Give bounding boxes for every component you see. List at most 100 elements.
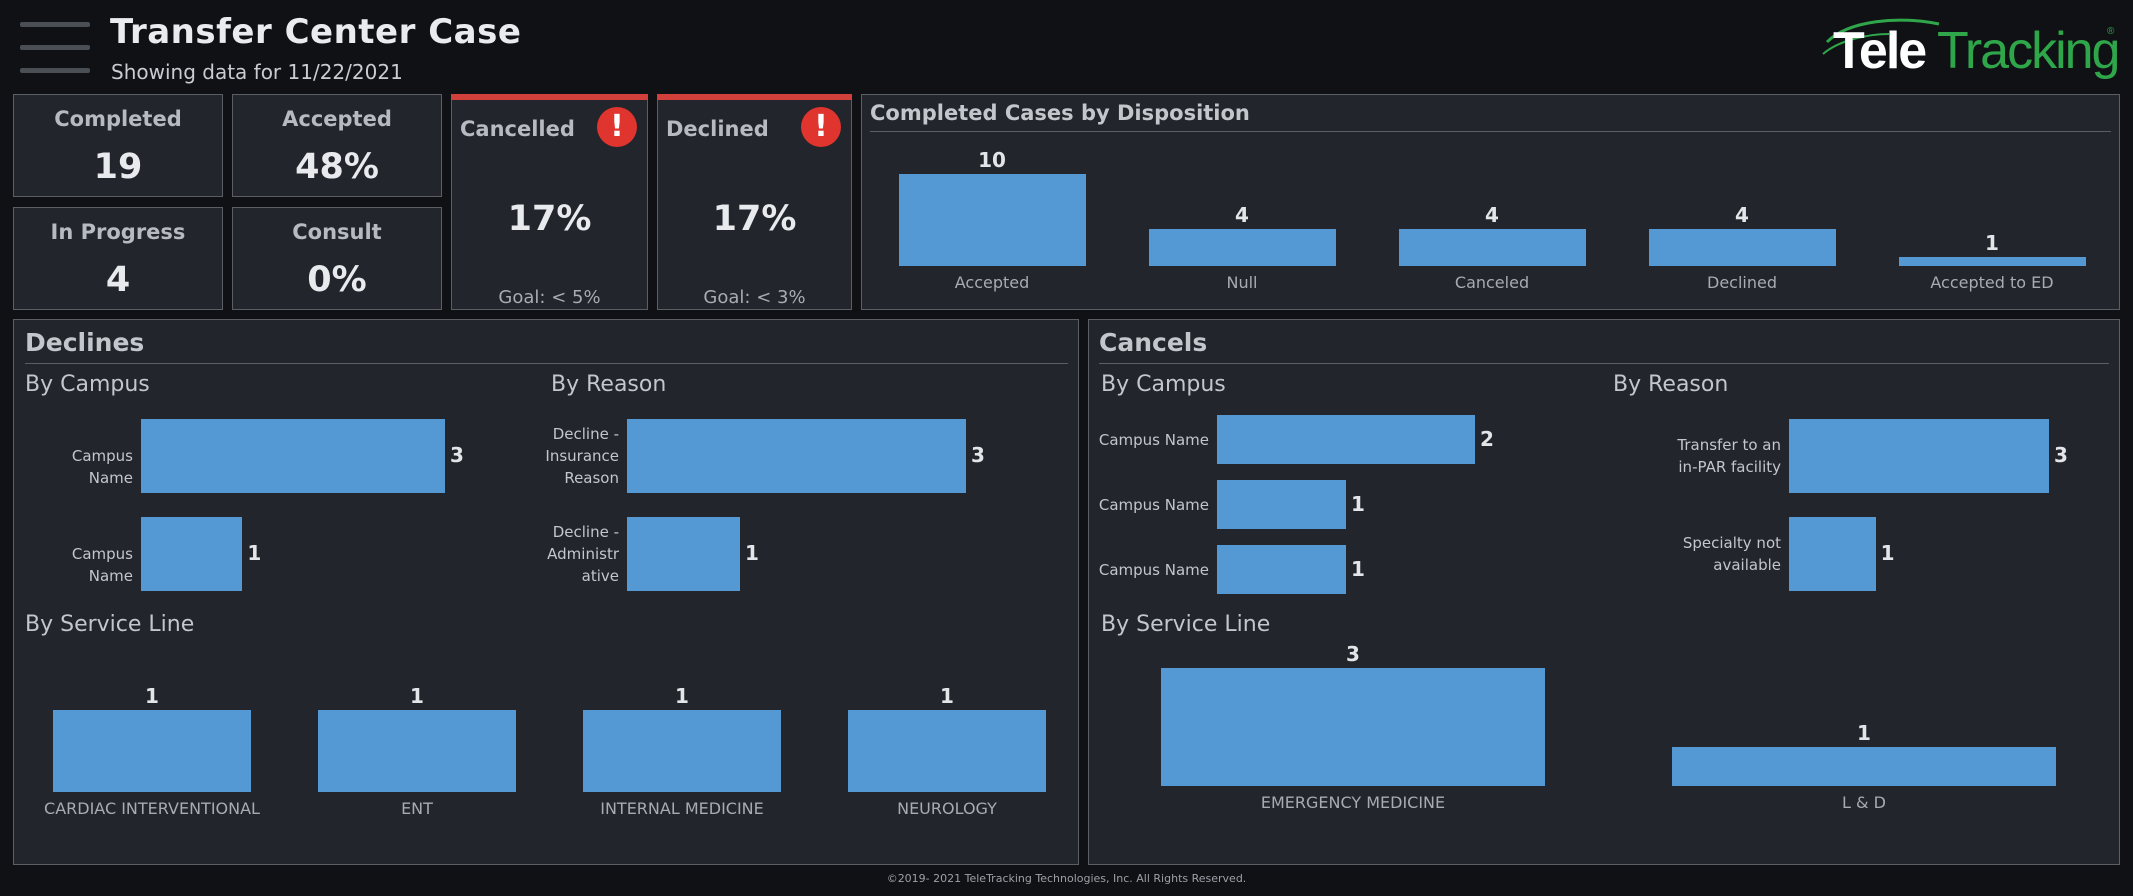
- category-label-line: Specialty not: [1682, 534, 1781, 552]
- cancels-campus-chart: 2 Campus Name 1 Campus Name 1 Campus Name: [1089, 320, 1599, 610]
- category-label-line: Transfer to an: [1677, 436, 1781, 454]
- bar-value-label: 1: [745, 541, 759, 565]
- svg-text:®: ®: [2107, 26, 2115, 37]
- category-label: NEUROLOGY: [897, 799, 997, 818]
- kpi-value: 17%: [507, 199, 592, 239]
- bar-value-label: 3: [971, 443, 985, 467]
- bar-value-label: 2: [1480, 426, 1494, 451]
- category-label: Null: [1226, 273, 1258, 292]
- kpi-accepted: Accepted 48%: [232, 94, 442, 197]
- menu-icon[interactable]: [20, 22, 90, 74]
- kpi-label: Consult: [292, 220, 382, 244]
- bar: [627, 517, 740, 591]
- cancels-panel: Cancels By Campus By Reason By Service L…: [1088, 319, 2120, 865]
- kpi-label: Cancelled: [460, 117, 575, 141]
- category-label: ENT: [401, 799, 433, 818]
- teletracking-logo: Tele Tracking ®: [1822, 18, 2119, 80]
- alert-icon: !: [597, 107, 637, 147]
- kpi-in-progress: In Progress 4: [13, 207, 223, 310]
- kpi-value: 17%: [712, 199, 797, 239]
- cancels-by-reason-title: By Reason: [1613, 372, 1729, 397]
- declines-campus-chart: 3 Campus Name 1 Campus Name: [14, 320, 534, 610]
- bar-value-label: 1: [1985, 230, 1999, 255]
- header: Transfer Center Case Showing data for 11…: [0, 0, 2133, 92]
- category-label: Canceled: [1454, 273, 1530, 292]
- divider: [25, 363, 1068, 364]
- bar: [1648, 229, 1836, 266]
- bar: [583, 710, 781, 792]
- bar-value-label: 1: [145, 684, 159, 708]
- bar-value-label: 1: [1351, 556, 1365, 581]
- category-label: INTERNAL MEDICINE: [600, 799, 764, 818]
- footer-copyright: ©2019- 2021 TeleTracking Technologies, I…: [886, 872, 1247, 885]
- kpi-label: Completed: [54, 107, 182, 131]
- bar-value-label: 3: [1346, 642, 1360, 666]
- bar: [1789, 419, 2049, 493]
- bar: [1161, 668, 1545, 786]
- svg-text:Tracking: Tracking: [1937, 22, 2118, 80]
- bar-value-label: 10: [978, 148, 1006, 172]
- category-label-line: available: [1713, 556, 1781, 574]
- category-label-line: Reason: [564, 469, 619, 487]
- disposition-title: Completed Cases by Disposition: [870, 101, 1250, 125]
- bar-value-label: 1: [675, 684, 689, 708]
- bar-value-label: 4: [1485, 203, 1499, 228]
- page-title: Transfer Center Case: [110, 12, 522, 52]
- page-subtitle: Showing data for 11/22/2021: [111, 60, 403, 84]
- declines-by-reason-title: By Reason: [551, 372, 667, 397]
- category-label: EMERGENCY MEDICINE: [1260, 793, 1446, 812]
- bar-value-label: 1: [940, 684, 954, 708]
- cancels-by-service-title: By Service Line: [1101, 612, 1271, 637]
- bar: [1217, 545, 1346, 594]
- kpi-cancelled: Cancelled ! 17% Goal: < 5%: [451, 94, 648, 310]
- kpi-value: 0%: [307, 260, 367, 300]
- bar: [141, 517, 243, 591]
- bar: [1789, 517, 1876, 591]
- bar-value-label: 3: [2054, 443, 2068, 467]
- bar-value-label: 1: [410, 684, 424, 708]
- kpi-declined: Declined ! 17% Goal: < 3%: [657, 94, 852, 310]
- category-label: L & D: [1842, 793, 1886, 812]
- category-label: Campus Name: [71, 447, 133, 487]
- bar: [1398, 229, 1586, 266]
- category-label-line: ative: [581, 567, 619, 585]
- category-label-line: Administr: [547, 545, 619, 563]
- cancels-service-chart: 3 EMERGENCY MEDICINE 1 L & D: [1089, 610, 2121, 866]
- disposition-panel: Completed Cases by Disposition 10 Accepte…: [861, 94, 2120, 310]
- category-label: Decline - Insurance Reason: [529, 423, 619, 489]
- category-label: CARDIAC INTERVENTIONAL: [44, 799, 260, 818]
- category-label-line: Insurance: [545, 447, 619, 465]
- kpi-consult: Consult 0%: [232, 207, 442, 310]
- category-label-line: Decline -: [552, 523, 619, 541]
- category-label-line: in-PAR facility: [1678, 458, 1781, 476]
- cancels-reason-chart: 3 Transfer to an in-PAR facility 1 Specialty…: [1599, 320, 2121, 610]
- kpi-label: Declined: [666, 117, 769, 141]
- category-label: Specialty not available: [1631, 532, 1781, 576]
- category-label: Accepted: [954, 273, 1030, 292]
- cancels-by-campus-title: By Campus: [1101, 372, 1226, 397]
- kpi-completed: Completed 19: [13, 94, 223, 197]
- category-label: Accepted to ED: [1930, 273, 2054, 292]
- disposition-chart: 10 Accepted 4 Null 4 Canceled 4 Declined 1 Accept…: [862, 95, 2121, 311]
- category-label: Campus Name: [71, 545, 133, 585]
- kpi-label: In Progress: [50, 220, 186, 244]
- svg-text:Tele: Tele: [1833, 22, 1926, 80]
- bar-value-label: 4: [1735, 203, 1749, 228]
- bar: [318, 710, 516, 792]
- bar: [848, 710, 1046, 792]
- bar-value-label: 1: [247, 541, 262, 565]
- category-label-line: Decline -: [552, 425, 619, 443]
- declines-by-service-title: By Service Line: [25, 612, 195, 637]
- bar-value-label: 3: [450, 443, 464, 467]
- kpi-goal: Goal: < 5%: [498, 287, 601, 308]
- bar: [141, 419, 445, 493]
- category-label: Transfer to an in-PAR facility: [1631, 434, 1781, 478]
- alert-bar: [451, 94, 648, 100]
- category-label: Campus Name: [1098, 430, 1209, 449]
- declines-by-campus-title: By Campus: [25, 372, 150, 397]
- category-label: Decline - Administr ative: [529, 521, 619, 587]
- bar: [627, 419, 966, 493]
- bar-value-label: 1: [1880, 541, 1895, 565]
- bar: [1217, 415, 1475, 464]
- bar: [1672, 746, 2056, 786]
